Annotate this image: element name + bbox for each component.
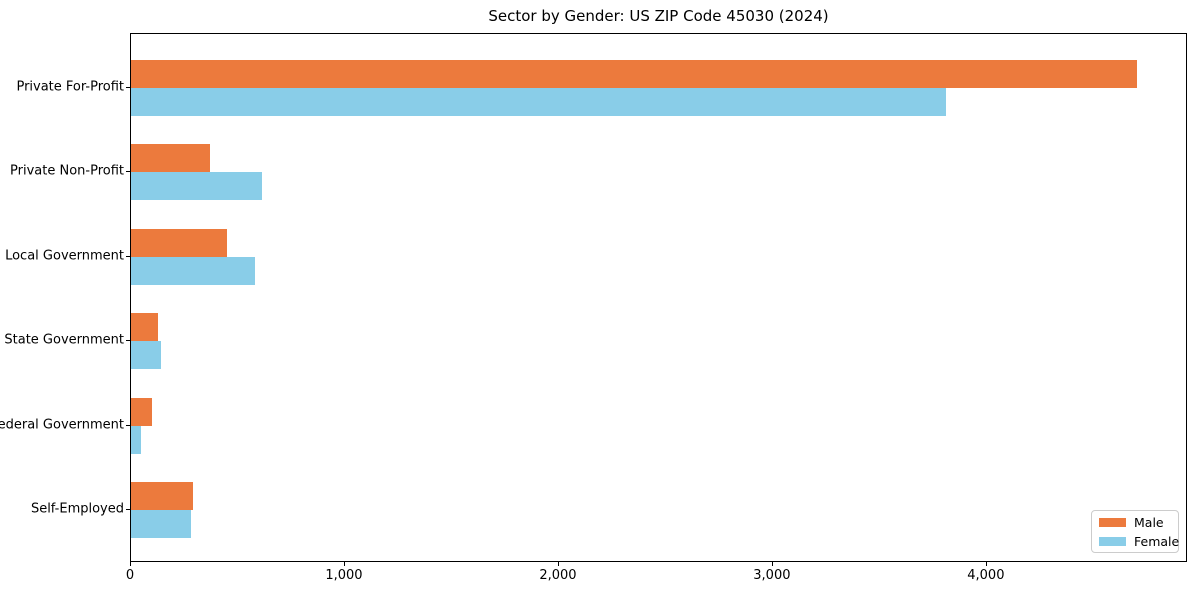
bar-female-3 <box>131 341 161 370</box>
y-axis-label-0: Private For-Profit <box>16 79 124 95</box>
y-axis-label-3: State Government <box>4 332 124 348</box>
legend-label-female: Female <box>1134 533 1180 549</box>
y-tick-mark-3 <box>126 340 130 342</box>
bar-male-1 <box>131 144 211 173</box>
y-axis-label-1: Private Non-Profit <box>10 163 124 179</box>
plot-area <box>130 33 1187 562</box>
legend-swatch-female <box>1099 536 1126 546</box>
chart-title: Sector by Gender: US ZIP Code 45030 (202… <box>488 7 829 25</box>
legend-item-male: Male <box>1099 515 1171 530</box>
legend-label-male: Male <box>1134 514 1164 530</box>
x-tick-mark-0 <box>130 562 131 566</box>
legend-swatch-male <box>1099 517 1126 527</box>
legend-item-female: Female <box>1099 534 1179 549</box>
y-axis-label-4: Federal Government <box>0 417 124 433</box>
bar-male-4 <box>131 397 153 426</box>
y-tick-mark-5 <box>126 509 130 510</box>
x-tick-mark-4 <box>985 562 987 566</box>
bar-male-5 <box>131 482 194 510</box>
y-tick-mark-1 <box>126 171 130 173</box>
bar-female-4 <box>131 425 141 454</box>
x-axis-tick-label-1: 1,000 <box>325 568 363 583</box>
y-axis-label-2: Local Government <box>5 248 124 264</box>
y-tick-mark-2 <box>126 255 130 257</box>
x-axis-tick-label-3: 3,000 <box>753 568 791 583</box>
y-axis-label-5: Self-Employed <box>30 501 124 517</box>
legend: Male Female <box>1091 510 1179 553</box>
x-axis-tick-label-0: 0 <box>125 568 135 583</box>
bar-female-0 <box>131 88 947 116</box>
x-axis-tick-label-4: 4,000 <box>967 568 1005 583</box>
bar-female-5 <box>131 510 191 538</box>
bar-male-0 <box>131 60 1137 88</box>
x-axis-tick-label-2: 2,000 <box>539 568 577 583</box>
y-tick-mark-4 <box>126 424 130 426</box>
x-tick-mark-1 <box>343 562 345 566</box>
x-tick-mark-3 <box>771 562 773 566</box>
bar-female-2 <box>131 256 256 285</box>
bar-female-1 <box>131 172 262 201</box>
bar-male-2 <box>131 228 228 257</box>
x-tick-mark-2 <box>557 562 559 566</box>
y-tick-mark-0 <box>126 87 130 88</box>
bar-male-3 <box>131 313 158 342</box>
